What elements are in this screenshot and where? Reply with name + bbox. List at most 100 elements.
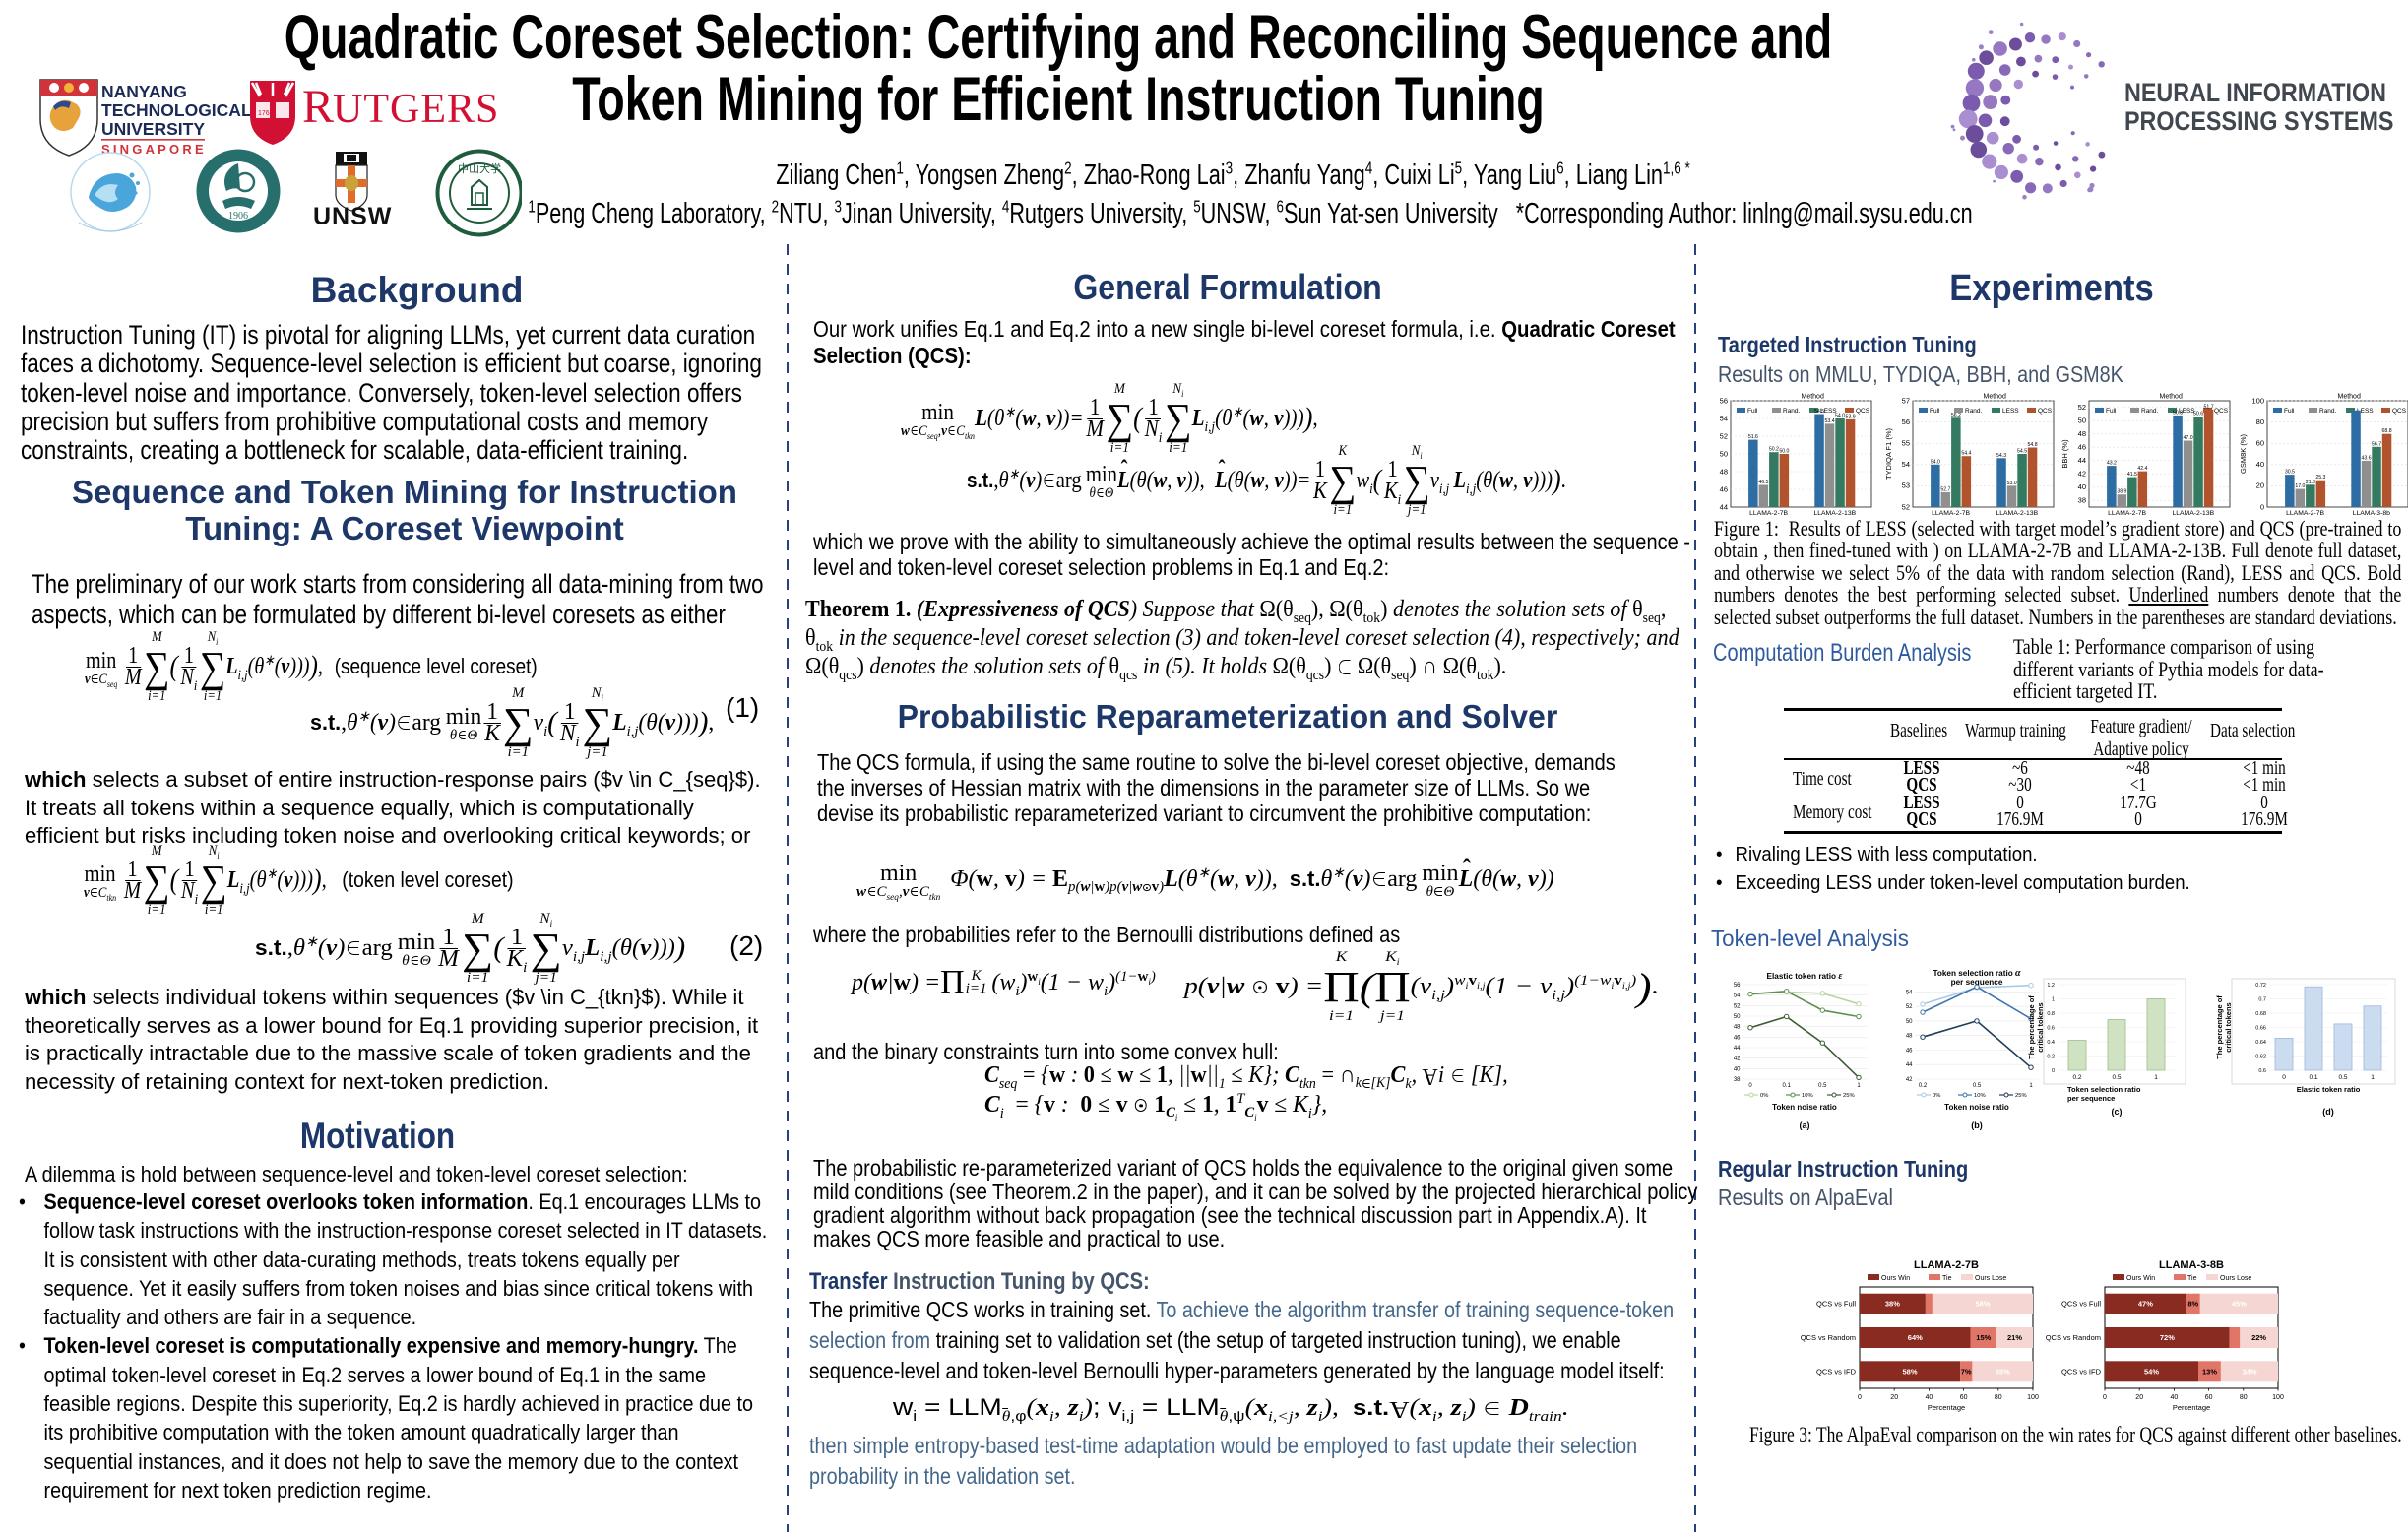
svg-text:20: 20 xyxy=(2135,1394,2143,1401)
svg-text:Token selection ratio: Token selection ratio xyxy=(2067,1085,2141,1094)
svg-text:LLAMA-2-13B: LLAMA-2-13B xyxy=(2172,510,2214,517)
svg-text:80: 80 xyxy=(2256,417,2264,426)
svg-text:LESS: LESS xyxy=(2002,408,2019,415)
svg-text:LLAMA-2-7B: LLAMA-2-7B xyxy=(1914,1259,1979,1271)
svg-text:0.2: 0.2 xyxy=(2047,1055,2055,1060)
svg-text:Rand.: Rand. xyxy=(1783,408,1801,415)
svg-text:Full: Full xyxy=(1930,408,1940,415)
svg-text:54.0: 54.0 xyxy=(1931,459,1940,465)
svg-text:54.8: 54.8 xyxy=(2028,442,2038,448)
svg-text:42: 42 xyxy=(1906,1077,1913,1083)
svg-text:LLAMA-3-8B: LLAMA-3-8B xyxy=(2159,1259,2224,1271)
svg-text:55: 55 xyxy=(1902,439,1910,448)
svg-text:40: 40 xyxy=(2256,460,2264,469)
svg-text:22%: 22% xyxy=(2251,1333,2266,1342)
svg-text:53: 53 xyxy=(1902,481,1910,490)
svg-text:(b): (b) xyxy=(1971,1121,1983,1130)
svg-text:21.0: 21.0 xyxy=(2306,480,2315,485)
svg-text:44: 44 xyxy=(1734,1046,1741,1052)
svg-text:52: 52 xyxy=(2078,403,2086,412)
svg-text:46: 46 xyxy=(1720,484,1728,493)
svg-text:47%: 47% xyxy=(2138,1300,2153,1309)
svg-text:1: 1 xyxy=(2371,1074,2375,1081)
svg-text:54.5: 54.5 xyxy=(1814,409,1824,415)
svg-text:47.0: 47.0 xyxy=(2184,435,2193,441)
svg-text:QCS vs Random: QCS vs Random xyxy=(2046,1333,2101,1342)
svg-text:NANYANG: NANYANG xyxy=(101,82,187,101)
svg-text:72%: 72% xyxy=(2160,1333,2175,1342)
svg-text:Tie: Tie xyxy=(2187,1275,2197,1282)
svg-text:40: 40 xyxy=(1926,1394,1933,1401)
svg-text:35%: 35% xyxy=(1996,1367,2010,1376)
svg-text:0: 0 xyxy=(2260,502,2264,511)
svg-text:53.9: 53.9 xyxy=(1846,414,1856,419)
svg-text:40: 40 xyxy=(2171,1394,2179,1401)
svg-text:SINGAPORE: SINGAPORE xyxy=(101,142,207,157)
svg-text:Percentage: Percentage xyxy=(2173,1403,2210,1412)
svg-text:50: 50 xyxy=(1720,449,1728,458)
svg-text:56: 56 xyxy=(1902,417,1910,426)
svg-text:20: 20 xyxy=(1890,1394,1898,1401)
svg-text:54.3: 54.3 xyxy=(1996,453,2006,459)
svg-text:LESS: LESS xyxy=(1820,408,1837,415)
svg-text:QCS vs Full: QCS vs Full xyxy=(2061,1300,2101,1309)
svg-text:LLAMA-2-7B: LLAMA-2-7B xyxy=(2108,510,2146,517)
svg-text:0.68: 0.68 xyxy=(2255,1011,2266,1017)
svg-text:Tie: Tie xyxy=(1942,1275,1952,1282)
svg-text:50.8: 50.8 xyxy=(2173,410,2183,416)
svg-text:56.2: 56.2 xyxy=(1951,413,1961,418)
svg-text:The percentage of: The percentage of xyxy=(2215,995,2224,1059)
svg-text:80: 80 xyxy=(1995,1394,2002,1401)
svg-text:Ours Win: Ours Win xyxy=(1881,1275,1910,1282)
svg-text:LLAMA-2-13B: LLAMA-2-13B xyxy=(1813,510,1856,517)
svg-text:8%: 8% xyxy=(2187,1300,2198,1309)
svg-text:54.0: 54.0 xyxy=(1835,414,1845,419)
svg-text:50: 50 xyxy=(1734,1014,1741,1020)
svg-text:38: 38 xyxy=(2078,496,2086,505)
svg-text:0.66: 0.66 xyxy=(2255,1026,2266,1032)
svg-text:LLAMA-3-8b: LLAMA-3-8b xyxy=(2353,510,2390,517)
svg-text:0.1: 0.1 xyxy=(1783,1083,1792,1089)
svg-text:51.7: 51.7 xyxy=(2204,404,2214,410)
svg-text:0.64: 0.64 xyxy=(2255,1040,2266,1046)
svg-text:0.5: 0.5 xyxy=(2338,1074,2347,1081)
svg-text:0.5: 0.5 xyxy=(2112,1074,2121,1081)
svg-text:LLAMA-2-7B: LLAMA-2-7B xyxy=(2286,510,2324,517)
svg-text:per sequence: per sequence xyxy=(1951,978,2003,987)
svg-text:Rand.: Rand. xyxy=(1965,408,1983,415)
svg-text:38: 38 xyxy=(1734,1077,1741,1083)
svg-text:53.4: 53.4 xyxy=(1825,418,1835,424)
svg-text:30.5: 30.5 xyxy=(2285,470,2295,476)
svg-text:48: 48 xyxy=(2078,429,2086,438)
svg-text:52: 52 xyxy=(1720,431,1728,440)
svg-text:Method: Method xyxy=(2160,394,2183,401)
svg-text:Percentage: Percentage xyxy=(1928,1403,1965,1412)
svg-text:43.2: 43.2 xyxy=(2107,461,2117,467)
svg-text:1: 1 xyxy=(2154,1074,2158,1081)
svg-text:34%: 34% xyxy=(2242,1367,2256,1376)
svg-text:40: 40 xyxy=(2078,482,2086,491)
svg-text:QCS: QCS xyxy=(2038,408,2053,415)
svg-text:44: 44 xyxy=(1720,502,1728,511)
svg-text:52: 52 xyxy=(1902,502,1910,511)
svg-text:60: 60 xyxy=(2205,1394,2213,1401)
svg-text:100: 100 xyxy=(2027,1394,2039,1401)
svg-text:Ours Lose: Ours Lose xyxy=(1975,1275,2006,1282)
svg-text:Method: Method xyxy=(1984,394,2006,401)
svg-text:54: 54 xyxy=(1906,990,1913,995)
svg-text:100: 100 xyxy=(2251,396,2264,405)
svg-text:1: 1 xyxy=(2029,1083,2033,1089)
svg-text:LLAMA-2-13B: LLAMA-2-13B xyxy=(1996,510,2038,517)
svg-text:1: 1 xyxy=(1857,1083,1861,1089)
svg-text:40: 40 xyxy=(1734,1066,1741,1072)
svg-text:0: 0 xyxy=(1858,1394,1862,1401)
svg-text:(c): (c) xyxy=(2112,1107,2123,1117)
svg-text:56: 56 xyxy=(1720,396,1728,405)
svg-text:Full: Full xyxy=(1747,408,1758,415)
svg-text:25%: 25% xyxy=(1843,1093,1855,1099)
svg-text:0: 0 xyxy=(2282,1074,2286,1081)
svg-text:60: 60 xyxy=(2256,439,2264,448)
svg-text:QCS: QCS xyxy=(2392,408,2407,415)
svg-text:0: 0 xyxy=(2052,1068,2055,1074)
svg-text:Elastic token ratio ε: Elastic token ratio ε xyxy=(1767,971,1844,982)
